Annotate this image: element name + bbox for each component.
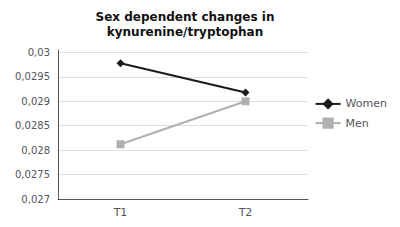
svg-text:T1: T1 — [113, 206, 128, 219]
svg-text:kynurenine/tryptophan: kynurenine/tryptophan — [107, 25, 264, 39]
svg-text:0,029: 0,029 — [21, 96, 50, 107]
svg-text:Sex dependent changes in: Sex dependent changes in — [96, 10, 275, 24]
svg-text:0,0285: 0,0285 — [15, 120, 50, 131]
svg-text:0,028: 0,028 — [21, 145, 50, 156]
svg-text:T2: T2 — [238, 206, 253, 219]
svg-text:0,03: 0,03 — [28, 47, 50, 58]
svg-text:0,0295: 0,0295 — [15, 71, 50, 82]
svg-text:Men: Men — [346, 117, 369, 130]
svg-text:0,027: 0,027 — [21, 194, 50, 205]
svg-text:Women: Women — [346, 97, 387, 110]
svg-text:0,0275: 0,0275 — [15, 169, 50, 180]
